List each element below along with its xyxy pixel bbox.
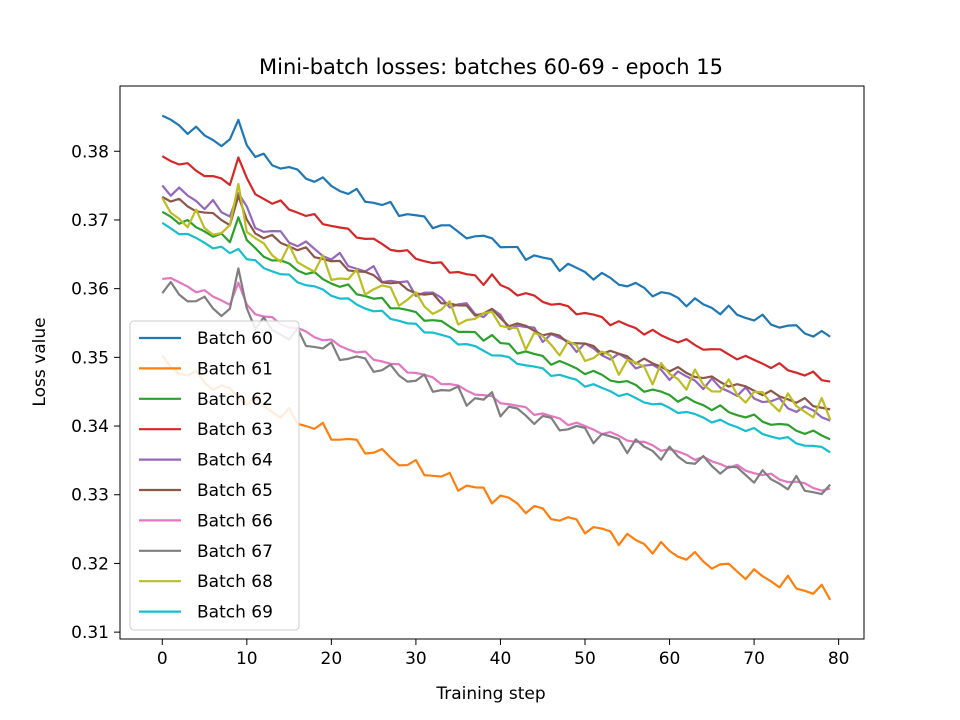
x-tick-label: 0 (157, 649, 168, 669)
legend: Batch 60 Batch 61 Batch 62 Batch 63 Batch 64… (129, 320, 300, 631)
y-tick-label: 0.33 (71, 486, 109, 506)
plot-frame (119, 85, 865, 640)
y-tick-label: 0.37 (71, 211, 109, 231)
x-tick-label: 40 (490, 649, 512, 669)
y-axis: 0.31 0.32 0.33 0.34 0.35 0.36 0.37 0.38 (71, 142, 120, 643)
legend-label: Batch 60 (197, 329, 273, 349)
series-line-2 (161, 210, 831, 441)
series-line-9 (161, 221, 831, 454)
y-tick-label: 0.34 (71, 417, 109, 437)
x-tick-label: 30 (405, 649, 427, 669)
legend-label: Batch 66 (197, 511, 273, 531)
x-tick-label: 60 (659, 649, 681, 669)
legend-label: Batch 63 (197, 420, 273, 440)
x-axis-label: Training step (435, 684, 545, 704)
legend-label: Batch 65 (197, 481, 273, 501)
x-axis: 0 10 20 30 40 50 60 70 80 (157, 639, 850, 669)
y-tick-label: 0.38 (71, 142, 109, 162)
legend-label: Batch 62 (197, 390, 273, 410)
legend-label: Batch 69 (197, 603, 273, 623)
series-line-6 (162, 276, 831, 492)
legend-label: Batch 61 (197, 359, 273, 379)
legend-label: Batch 68 (197, 572, 273, 592)
y-tick-label: 0.32 (71, 554, 109, 574)
x-tick-label: 20 (321, 649, 343, 669)
series-line-5 (161, 194, 831, 411)
legend-label: Batch 67 (197, 542, 273, 562)
series-line-0 (161, 114, 831, 338)
x-tick-label: 50 (574, 649, 596, 669)
y-tick-label: 0.35 (71, 348, 109, 368)
y-tick-label: 0.36 (71, 280, 109, 300)
y-tick-label: 0.31 (71, 623, 109, 643)
series-line-8 (161, 182, 832, 420)
x-tick-label: 70 (743, 649, 765, 669)
chart-title: Mini-batch losses: batches 60-69 - epoch… (259, 55, 723, 79)
series-line-3 (161, 155, 831, 383)
y-axis-label: Loss value (30, 317, 50, 406)
x-tick-label: 80 (828, 649, 850, 669)
legend-label: Batch 64 (197, 451, 273, 471)
x-tick-label: 10 (236, 649, 258, 669)
